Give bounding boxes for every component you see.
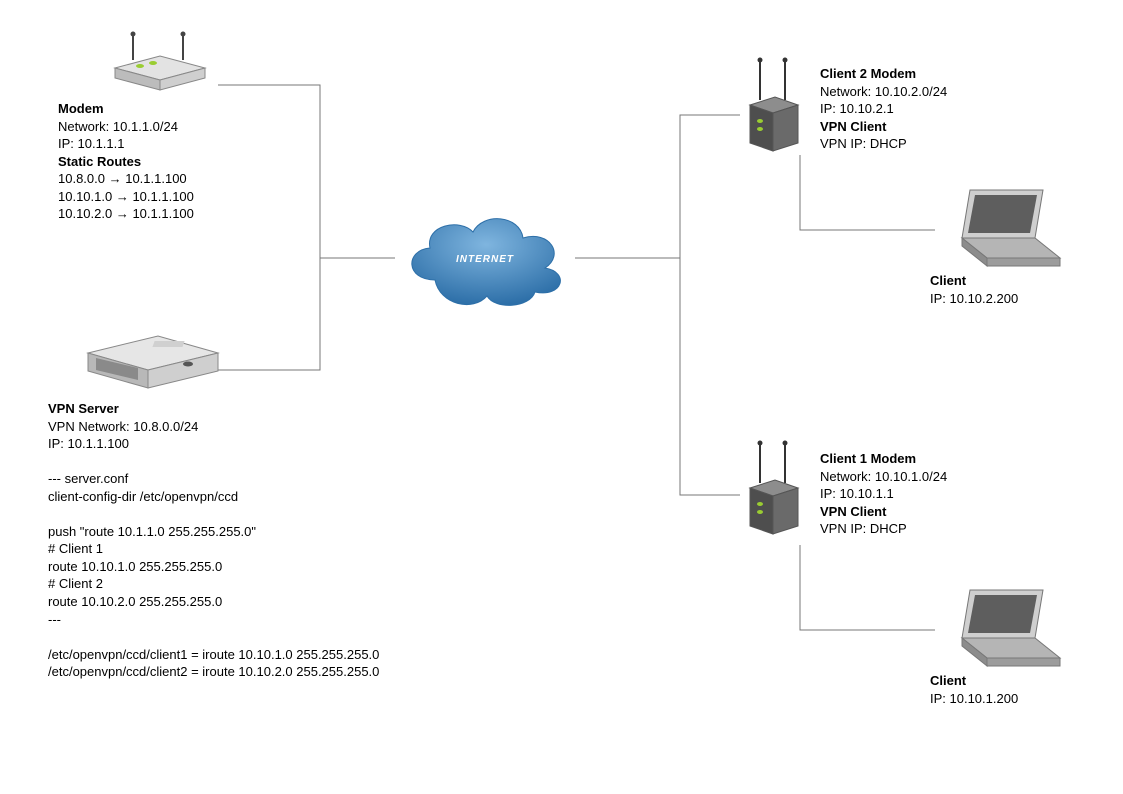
edge <box>575 115 740 258</box>
c2l-title: Client <box>930 272 1018 290</box>
modem-route1: 10.8.0.0 → 10.1.1.100 <box>58 170 194 188</box>
c2m-vpn-ip: VPN IP: DHCP <box>820 135 947 153</box>
client2-laptop-label: Client IP: 10.10.2.200 <box>930 272 1018 307</box>
vpn-conf5: # Client 2 <box>48 575 379 593</box>
c2m-network: Network: 10.10.2.0/24 <box>820 83 947 101</box>
vpn-server-ip: IP: 10.1.1.100 <box>48 435 379 453</box>
vpn-ccd2: /etc/openvpn/ccd/client2 = iroute 10.10.… <box>48 663 379 681</box>
edge <box>800 545 935 630</box>
vpn-server-label: VPN Server VPN Network: 10.8.0.0/24 IP: … <box>48 400 379 681</box>
vpn-conf3: # Client 1 <box>48 540 379 558</box>
modem-label: Modem Network: 10.1.1.0/24 IP: 10.1.1.1 … <box>58 100 194 223</box>
c1l-title: Client <box>930 672 1018 690</box>
client1-laptop-label: Client IP: 10.10.1.200 <box>930 672 1018 707</box>
vpn-conf-end: --- <box>48 611 379 629</box>
c1m-vpn-ip: VPN IP: DHCP <box>820 520 947 538</box>
edge <box>680 258 740 495</box>
c1l-ip: IP: 10.10.1.200 <box>930 690 1018 708</box>
vpn-ccd1: /etc/openvpn/ccd/client1 = iroute 10.10.… <box>48 646 379 664</box>
modem-title: Modem <box>58 100 194 118</box>
modem-route2: 10.10.1.0 → 10.1.1.100 <box>58 188 194 206</box>
modem-route3: 10.10.2.0 → 10.1.1.100 <box>58 205 194 223</box>
network-diagram: { "diagram": { "type": "network", "backg… <box>0 0 1123 794</box>
edge <box>218 258 320 370</box>
c1m-title: Client 1 Modem <box>820 450 947 468</box>
modem-ip: IP: 10.1.1.1 <box>58 135 194 153</box>
modem-icon <box>105 28 215 101</box>
internet-cloud-icon <box>395 200 575 323</box>
c1m-vpn-title: VPN Client <box>820 503 947 521</box>
c2l-ip: IP: 10.10.2.200 <box>930 290 1018 308</box>
modem-routes-title: Static Routes <box>58 153 194 171</box>
client1-modem-icon <box>740 438 810 546</box>
vpn-server-icon <box>78 318 228 401</box>
client2-modem-icon <box>740 55 810 163</box>
c1m-ip: IP: 10.10.1.1 <box>820 485 947 503</box>
c1m-network: Network: 10.10.1.0/24 <box>820 468 947 486</box>
modem-network: Network: 10.1.1.0/24 <box>58 118 194 136</box>
vpn-server-network: VPN Network: 10.8.0.0/24 <box>48 418 379 436</box>
vpn-conf1: client-config-dir /etc/openvpn/ccd <box>48 488 379 506</box>
client2-laptop-icon <box>935 180 1065 283</box>
vpn-conf4: route 10.10.1.0 255.255.255.0 <box>48 558 379 576</box>
client1-laptop-icon <box>935 580 1065 683</box>
edge <box>218 85 395 258</box>
c2m-vpn-title: VPN Client <box>820 118 947 136</box>
vpn-conf6: route 10.10.2.0 255.255.255.0 <box>48 593 379 611</box>
c2m-title: Client 2 Modem <box>820 65 947 83</box>
c2m-ip: IP: 10.10.2.1 <box>820 100 947 118</box>
vpn-conf2: push "route 10.1.1.0 255.255.255.0" <box>48 523 379 541</box>
vpn-server-title: VPN Server <box>48 400 379 418</box>
client1-modem-label: Client 1 Modem Network: 10.10.1.0/24 IP:… <box>820 450 947 538</box>
edge <box>800 155 935 230</box>
client2-modem-label: Client 2 Modem Network: 10.10.2.0/24 IP:… <box>820 65 947 153</box>
vpn-conf-hdr: --- server.conf <box>48 470 379 488</box>
